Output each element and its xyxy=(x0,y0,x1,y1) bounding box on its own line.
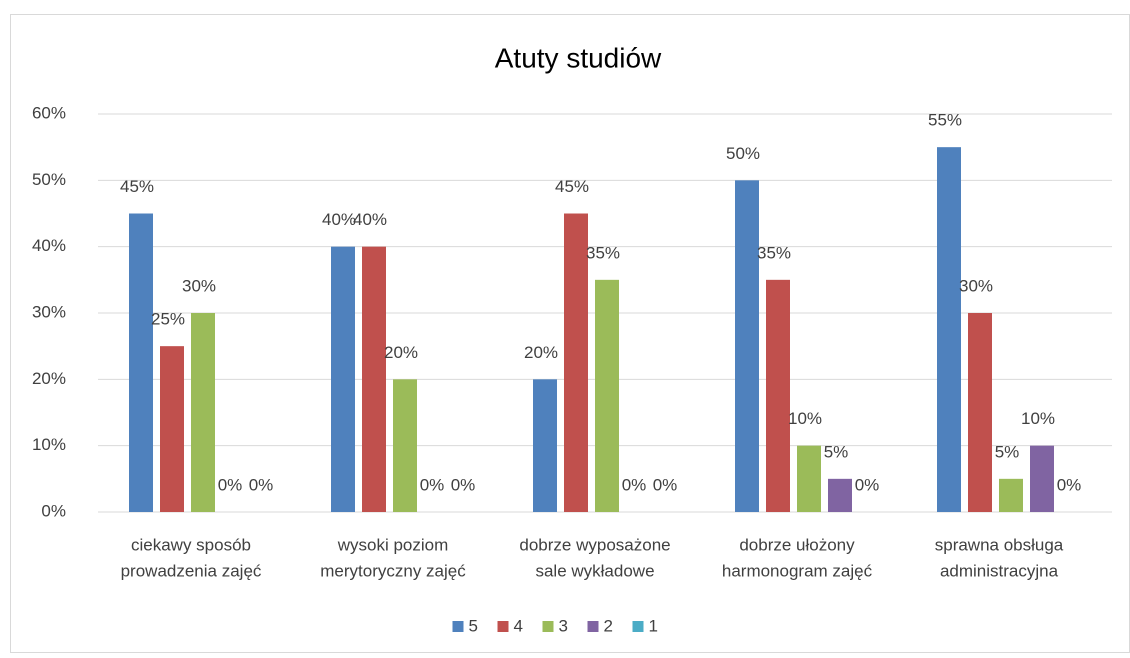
legend-swatch xyxy=(497,621,509,632)
legend-swatch xyxy=(632,621,644,632)
data-label: 35% xyxy=(757,243,791,262)
legend-label: 1 xyxy=(649,616,658,635)
bar xyxy=(797,445,821,512)
data-label: 50% xyxy=(726,144,760,163)
bar xyxy=(937,147,961,512)
x-tick-label: merytoryczny zajęć xyxy=(320,561,466,580)
x-tick-label: ciekawy sposób xyxy=(131,535,251,554)
bar xyxy=(331,246,355,512)
x-tick-label: wysoki poziom xyxy=(337,535,449,554)
data-label: 25% xyxy=(151,310,185,329)
data-label: 20% xyxy=(384,343,418,362)
bar xyxy=(393,379,417,512)
data-label: 0% xyxy=(1057,475,1082,494)
data-label: 10% xyxy=(1021,409,1055,428)
data-label: 35% xyxy=(586,243,620,262)
x-tick-label: dobrze ułożony xyxy=(739,535,855,554)
legend-swatch xyxy=(452,621,464,632)
x-tick-label: dobrze wyposażone xyxy=(519,535,670,554)
legend-label: 5 xyxy=(469,616,478,635)
legend-swatch xyxy=(587,621,599,632)
x-tick-label: prowadzenia zajęć xyxy=(121,561,262,580)
data-label: 20% xyxy=(524,343,558,362)
bar xyxy=(595,279,619,512)
bar xyxy=(564,213,588,512)
bar xyxy=(533,379,557,512)
data-label: 0% xyxy=(451,475,476,494)
y-tick-label: 40% xyxy=(32,236,66,255)
data-label: 30% xyxy=(959,276,993,295)
data-label: 0% xyxy=(249,475,274,494)
data-label: 45% xyxy=(555,177,589,196)
chart-title: Atuty studiów xyxy=(495,42,662,73)
bar xyxy=(160,346,184,512)
data-label: 0% xyxy=(855,475,880,494)
legend-label: 2 xyxy=(604,616,613,635)
y-tick-label: 50% xyxy=(32,170,66,189)
data-label: 10% xyxy=(788,409,822,428)
bar xyxy=(766,279,790,512)
data-label: 0% xyxy=(420,475,445,494)
data-label: 0% xyxy=(622,475,647,494)
legend-label: 4 xyxy=(514,616,523,635)
y-tick-label: 20% xyxy=(32,369,66,388)
x-tick-label: sale wykładowe xyxy=(535,561,654,580)
y-tick-label: 30% xyxy=(32,302,66,321)
x-tick-label: sprawna obsługa xyxy=(935,535,1064,554)
data-label: 0% xyxy=(653,475,678,494)
x-tick-label: administracyjna xyxy=(940,561,1059,580)
legend-swatch xyxy=(542,621,554,632)
bar xyxy=(1030,445,1054,512)
legend-label: 3 xyxy=(559,616,568,635)
y-tick-label: 0% xyxy=(41,501,66,520)
data-label: 5% xyxy=(995,442,1020,461)
data-label: 0% xyxy=(218,475,243,494)
data-label: 5% xyxy=(824,442,849,461)
bar xyxy=(828,478,852,512)
y-tick-label: 10% xyxy=(32,435,66,454)
data-label: 55% xyxy=(928,111,962,130)
bar xyxy=(999,478,1023,512)
bar xyxy=(735,180,759,513)
data-label: 40% xyxy=(322,210,356,229)
x-tick-label: harmonogram zajęć xyxy=(722,561,873,580)
data-label: 30% xyxy=(182,276,216,295)
bar xyxy=(129,213,153,512)
bar xyxy=(362,246,386,512)
data-label: 45% xyxy=(120,177,154,196)
data-label: 40% xyxy=(353,210,387,229)
y-tick-label: 60% xyxy=(32,103,66,122)
bar xyxy=(191,313,215,512)
bar xyxy=(968,313,992,512)
